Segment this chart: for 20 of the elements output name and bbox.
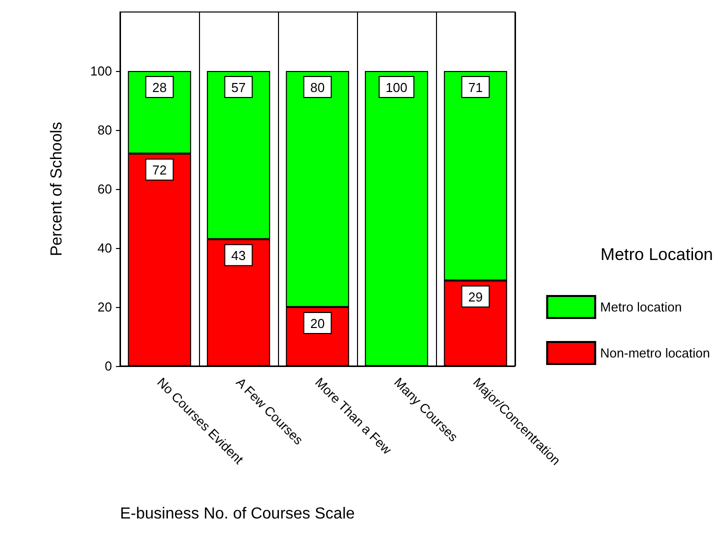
data-label: 29	[468, 289, 483, 304]
y-tick-label: 80	[98, 122, 112, 138]
data-label: 72	[152, 162, 167, 178]
data-label: 100	[386, 80, 408, 95]
y-tick-label: 60	[98, 182, 112, 196]
legend-label: Non-metro location	[600, 346, 710, 360]
legend-label: Metro location	[600, 300, 682, 314]
y-tick-label: 40	[98, 240, 112, 256]
x-axis-title: E-business No. of Courses Scale	[120, 506, 355, 522]
y-axis-title: Percent of Schools	[48, 122, 66, 256]
y-tick-label: 0	[104, 358, 112, 374]
data-label: 57	[231, 80, 246, 95]
data-label: 71	[468, 80, 483, 95]
data-label: 80	[310, 80, 325, 95]
legend-title: Metro Location	[600, 245, 713, 264]
y-tick-label: 20	[98, 300, 112, 314]
data-label: 20	[310, 316, 325, 331]
y-tick-label: 100	[90, 64, 112, 78]
data-label: 43	[231, 248, 246, 264]
data-label: 28	[152, 80, 167, 95]
